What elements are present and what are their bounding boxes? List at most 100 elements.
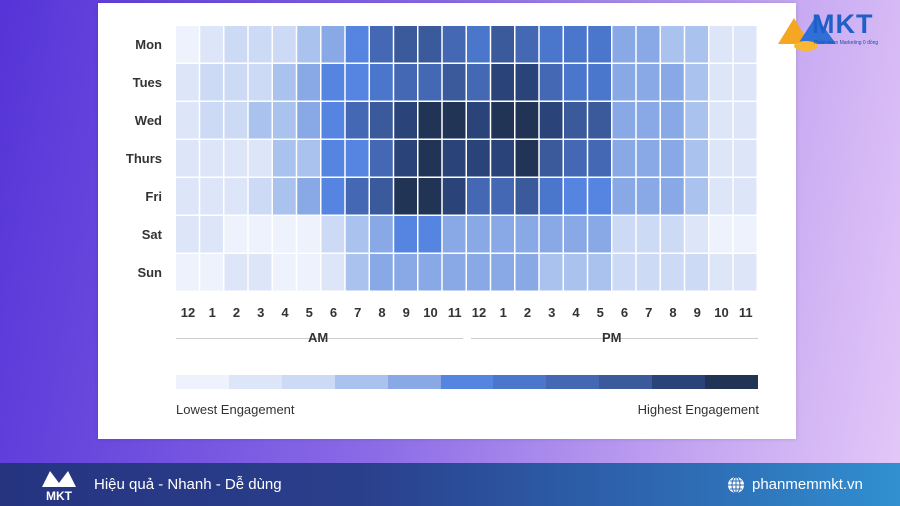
heatmap-cell-tues-16 — [564, 64, 587, 101]
heatmap-cell-thurs-11 — [442, 140, 466, 177]
heatmap-cell-mon-12 — [467, 26, 490, 63]
heatmap-cell-thurs-5 — [297, 140, 320, 177]
heatmap-cell-sat-10 — [418, 216, 442, 253]
hour-tick-label: 6 — [620, 305, 629, 320]
heatmap-cell-sat-11 — [442, 216, 466, 253]
heatmap-cell-tues-21 — [685, 64, 708, 101]
heatmap-cell-sat-2 — [224, 216, 248, 253]
heatmap-cell-sun-3 — [248, 254, 272, 291]
heatmap-cell-mon-13 — [491, 26, 514, 63]
highest-engagement-label: Highest Engagement — [637, 402, 759, 417]
heatmap-grid — [176, 26, 757, 291]
heatmap-cell-mon-4 — [273, 26, 296, 63]
hour-tick-label: 3 — [257, 305, 265, 320]
heatmap-cell-tues-8 — [370, 64, 393, 101]
heatmap-cell-sat-14 — [515, 216, 539, 253]
heatmap-cell-wed-5 — [297, 102, 320, 139]
footer-website-link[interactable]: phanmemmkt.vn — [752, 476, 863, 493]
heatmap-cell-sat-18 — [612, 216, 636, 253]
heatmap-cell-wed-22 — [709, 102, 733, 139]
heatmap-cell-tues-13 — [491, 64, 514, 101]
heatmap-cell-sun-2 — [224, 254, 248, 291]
heatmap-cell-mon-22 — [709, 26, 733, 63]
heatmap-cell-mon-6 — [321, 26, 345, 63]
heatmap-cell-sun-22 — [709, 254, 733, 291]
heatmap-cell-mon-15 — [539, 26, 563, 63]
heatmap-cell-wed-8 — [370, 102, 393, 139]
hour-tick-label: 4 — [281, 305, 289, 320]
heatmap-cell-tues-10 — [418, 64, 442, 101]
heatmap-cell-tues-6 — [321, 64, 345, 101]
heatmap-cell-sun-21 — [685, 254, 708, 291]
heatmap-cell-wed-12 — [467, 102, 490, 139]
am-label: AM — [308, 330, 329, 345]
heatmap-cell-fri-0 — [176, 178, 199, 215]
heatmap-cell-fri-23 — [733, 178, 757, 215]
legend-swatch-6 — [493, 375, 547, 389]
lowest-engagement-label: Lowest Engagement — [176, 402, 295, 417]
heatmap-cell-sun-23 — [733, 254, 757, 291]
heatmap-cell-wed-1 — [200, 102, 223, 139]
heatmap-cell-thurs-20 — [661, 140, 684, 177]
heatmap-cell-mon-9 — [394, 26, 417, 63]
heatmap-cell-sat-15 — [539, 216, 563, 253]
heatmap-cell-fri-12 — [467, 178, 490, 215]
hour-tick-label: 7 — [645, 305, 653, 320]
hour-tick-label: 3 — [548, 305, 556, 320]
heatmap-cell-sun-13 — [491, 254, 514, 291]
heatmap-cell-sun-9 — [394, 254, 417, 291]
heatmap-cell-wed-18 — [612, 102, 636, 139]
heatmap-cell-sat-0 — [176, 216, 199, 253]
heatmap-cell-fri-7 — [345, 178, 369, 215]
footer-bar: MKT Hiệu quả - Nhanh - Dễ dùng phanmemmk… — [0, 463, 900, 506]
heatmap-cell-sat-16 — [564, 216, 587, 253]
heatmap-cell-wed-11 — [442, 102, 466, 139]
pm-label: PM — [602, 330, 622, 345]
heatmap-cell-thurs-7 — [345, 140, 369, 177]
heatmap-cell-tues-9 — [394, 64, 417, 101]
heatmap-cell-sat-8 — [370, 216, 393, 253]
heatmap-cell-tues-1 — [200, 64, 223, 101]
heatmap-cell-sat-21 — [685, 216, 708, 253]
hour-tick-label: 10 — [714, 305, 729, 320]
day-label-sat: Sat — [141, 227, 162, 242]
hour-tick-label: 8 — [669, 305, 677, 320]
heatmap-cell-fri-2 — [224, 178, 248, 215]
heatmap-cell-wed-17 — [588, 102, 611, 139]
heatmap-cell-thurs-17 — [588, 140, 611, 177]
legend-swatch-0 — [176, 375, 230, 389]
hour-tick-label: 9 — [402, 305, 410, 320]
heatmap-cell-mon-14 — [515, 26, 539, 63]
heatmap-cell-thurs-22 — [709, 140, 733, 177]
heatmap-cell-fri-8 — [370, 178, 393, 215]
day-label-sun: Sun — [137, 265, 162, 280]
heatmap-cell-sun-15 — [539, 254, 563, 291]
heatmap-cell-wed-21 — [685, 102, 708, 139]
heatmap-cell-wed-13 — [491, 102, 514, 139]
hour-tick-label: 11 — [738, 305, 753, 320]
heatmap-cell-tues-23 — [733, 64, 757, 101]
heatmap-cell-wed-10 — [418, 102, 442, 139]
heatmap-cell-fri-22 — [709, 178, 733, 215]
hour-tick-label: 11 — [447, 305, 462, 320]
heatmap-cell-wed-9 — [394, 102, 417, 139]
heatmap-cell-sat-13 — [491, 216, 514, 253]
heatmap-cell-fri-3 — [248, 178, 272, 215]
heatmap-cell-tues-4 — [273, 64, 296, 101]
heatmap-cell-mon-5 — [297, 26, 320, 63]
heatmap-cell-tues-2 — [224, 64, 248, 101]
heatmap-cell-tues-18 — [612, 64, 636, 101]
heatmap-cell-sun-4 — [273, 254, 296, 291]
heatmap-cell-tues-3 — [248, 64, 272, 101]
heatmap-cell-sun-12 — [467, 254, 490, 291]
hour-tick-label: 12 — [471, 305, 487, 320]
hour-tick-label: 2 — [523, 305, 532, 320]
chart-card: Mon Tues Wed Thurs Fri Sat Sun 12 1 2 3 4 5 6 7 8 9 10 11… — [98, 3, 796, 439]
heatmap-cell-tues-15 — [539, 64, 563, 101]
heatmap-cell-thurs-15 — [539, 140, 563, 177]
heatmap-cell-wed-14 — [515, 102, 539, 139]
heatmap-cell-mon-0 — [176, 26, 199, 63]
heatmap-cell-sat-20 — [661, 216, 684, 253]
hour-tick-label: 5 — [305, 305, 313, 320]
heatmap-cell-fri-11 — [442, 178, 466, 215]
